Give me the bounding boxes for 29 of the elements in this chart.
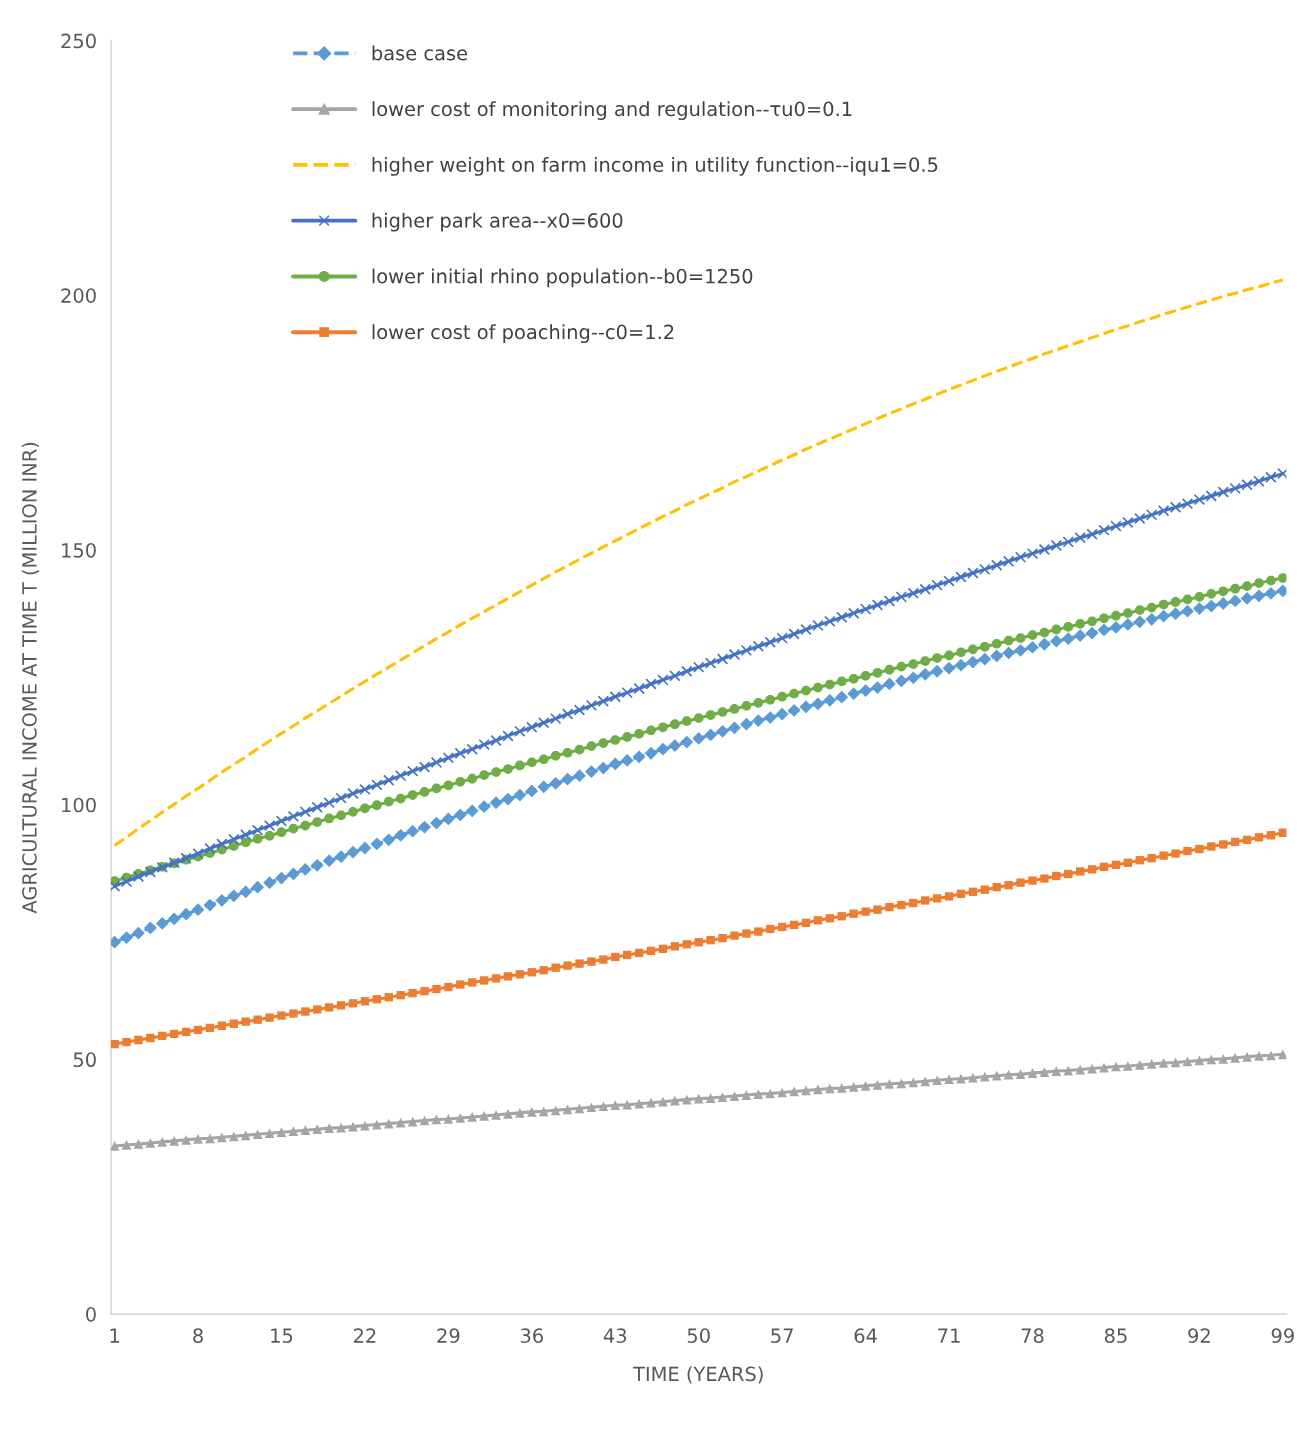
y-tick-label: 100 [62,797,96,813]
y-tick-label: 200 [61,288,96,303]
x-tick-label: 92 [1188,1328,1210,1343]
y-tick-label: 0 [86,1307,96,1322]
y-tick-label: 150 [62,542,96,558]
x-tick-label: 57 [771,1328,793,1343]
y-tick-label: 250 [61,33,96,49]
x-tick-label: 78 [1021,1328,1044,1343]
x-tick-label: 22 [353,1328,376,1343]
x-tick-label: 85 [1104,1328,1127,1343]
legend-label: higher park area--x0=600 [372,212,623,232]
x-tick-label: 15 [271,1328,293,1343]
y-axis-title: AGRICULTURAL INCOME AT TIME T (MILLION INR) [21,442,40,914]
legend-label: lower cost of monitoring and regulation--τu0=0.1 [372,101,852,120]
x-tick-label: 8 [193,1328,203,1343]
x-tick-label: 99 [1271,1328,1294,1343]
x-tick-label: 36 [520,1328,543,1343]
x-tick-label: 50 [687,1328,710,1343]
x-tick-label: 64 [854,1328,877,1343]
x-axis-title: TIME (YEARS) [632,1366,763,1384]
y-tick-label: 50 [73,1052,96,1068]
legend-label: lower cost of poaching--c0=1.2 [372,324,674,344]
legend-label: base case [372,45,468,61]
x-tick-label: 1 [110,1328,119,1343]
x-tick-label: 29 [437,1328,460,1343]
x-tick-label: 71 [938,1328,960,1343]
x-tick-label: 43 [603,1328,627,1343]
legend-label: higher weight on farm income in utility function--iqu1=0.5 [372,156,938,176]
legend-label: lower initial rhino population--b0=1250 [372,268,753,288]
